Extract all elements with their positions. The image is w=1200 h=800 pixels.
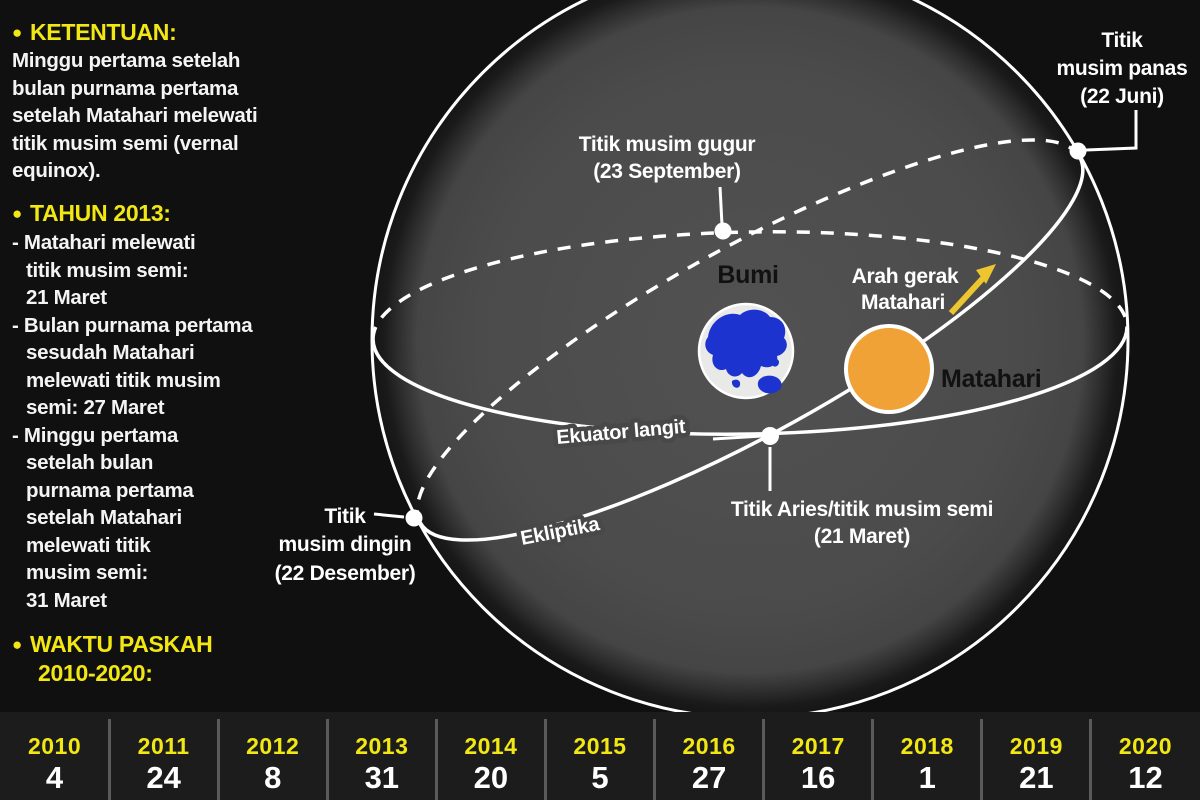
easter-date: 1 [918,760,936,795]
label-vernal-equinox-line2: (21 Maret) [814,525,910,548]
label-summer-solstice-line2: musim panas [1057,57,1188,80]
easter-date: 16 [800,760,836,795]
bullet-icon: ● [12,23,22,42]
easter-year: 2014 [464,733,518,759]
text-line: semi: 27 Maret [26,396,165,419]
ecliptic-front-curve [418,156,1085,542]
text-line: titik musim semi: [26,258,189,282]
asia-landmass [705,309,787,378]
section-heading-tahun-2013: ● TAHUN 2013: [12,199,171,228]
easter-column: 2020 12 [1089,712,1200,800]
text-line: titik musim semi (vernal [12,131,239,155]
text-line: setelah Matahari [26,506,182,529]
text-line: melewati titik [26,533,151,557]
ketentuan-title: KETENTUAN: [29,19,177,45]
text-line: - Bulan purnama pertama [12,313,253,337]
celestial-equator-back-curve [371,230,1129,340]
easter-date: 12 [1128,760,1163,795]
easter-year: 2011 [137,733,190,759]
easter-date: 4 [45,760,64,795]
text-line: musim semi: [26,561,149,584]
earth-globe [697,302,795,400]
easter-table: 2010 4 2011 24 2012 8 2013 31 2014 20 20… [0,712,1200,800]
ketentuan-body: Minggu pertama setelah bulan purnama per… [12,47,258,185]
label-summer-solstice-line3: (22 Juni) [1080,85,1164,108]
easter-year: 2015 [573,733,627,759]
easter-year: 2016 [682,733,736,759]
easter-column: 2015 5 [543,712,654,800]
label-vernal-equinox-line1: Titik Aries/titik musim semi [731,498,993,521]
easter-column: 2014 20 [434,712,545,800]
winter-solstice-dot [405,509,423,527]
sun-direction-arrow [948,264,996,316]
easter-column: 2012 8 [216,712,327,800]
easter-date: 31 [364,760,400,795]
label-autumn-equinox-line1: Titik musim gugur [579,133,756,156]
section-heading-waktu-paskah: ● WAKTU PASKAH 2010-2020: [12,630,213,688]
easter-date: 21 [1019,760,1054,795]
celestial-equator-front-curve [371,326,1129,436]
text-line: - Matahari melewati [12,231,196,254]
label-summer-solstice-line1: Titik [1101,29,1143,52]
island-landmass-2 [771,358,780,367]
label-winter-solstice-line1: Titik [324,505,366,528]
label-sun-motion-line2: Matahari [861,291,945,314]
bullet-icon: ● [12,635,22,654]
easter-year: 2019 [1009,733,1063,759]
winter-label-connector [373,512,405,519]
autumn-label-connector [718,186,724,226]
label-winter-solstice-line2: musim dingin [279,533,412,556]
easter-column: 2013 31 [325,712,436,800]
label-sun: Matahari [941,365,1041,393]
easter-year: 2012 [246,733,300,759]
easter-date: 5 [591,760,609,795]
sun-disc [844,324,934,414]
tahun-title: TAHUN 2013: [29,200,171,226]
text-line: - Minggu pertama [12,423,179,447]
label-winter-solstice-line3: (22 Desember) [275,562,416,585]
tahun-body: - Matahari melewati titik musim semi: 21… [12,229,253,614]
label-earth: Bumi [717,261,778,289]
easter-column: 2018 1 [871,712,982,800]
easter-year: 2017 [791,733,845,759]
text-line: setelah Matahari melewati [12,104,258,127]
easter-date: 24 [146,760,181,795]
text-line: sesudah Matahari [26,341,195,364]
autumn-equinox-dot [714,222,732,240]
label-autumn-equinox-line2: (23 September) [593,160,741,183]
easter-date: 27 [691,760,727,795]
text-line: bulan purnama pertama [12,76,239,100]
paskah-title-line2: 2010-2020: [38,660,153,686]
text-line: 21 Maret [26,286,107,309]
text-line: equinox). [12,159,101,182]
text-line: melewati titik musim [26,368,221,392]
easter-column: 2011 24 [107,712,218,800]
easter-column: 2019 21 [980,712,1091,800]
easter-column: 2017 16 [762,712,873,800]
easter-year: 2013 [355,733,409,759]
easter-year: 2010 [27,733,82,759]
label-sun-motion-line1: Arah gerak [852,265,959,288]
easter-date: 8 [264,760,282,795]
equator-label-connector [712,434,763,441]
section-heading-ketentuan: ● KETENTUAN: [12,18,177,47]
text-line: purnama pertama [26,478,194,502]
text-line: Minggu pertama setelah [12,49,241,72]
easter-column: 2010 4 [0,712,109,800]
australia-landmass [757,375,782,394]
paskah-title-line1: WAKTU PASKAH [29,631,213,657]
summer-label-connector [1085,110,1138,152]
easter-year: 2018 [900,733,954,759]
island-landmass [731,379,741,388]
bullet-icon: ● [12,204,22,223]
easter-date: 20 [473,760,509,795]
text-line: setelah bulan [26,451,154,474]
easter-year: 2020 [1118,733,1173,759]
summer-solstice-dot [1069,142,1087,160]
easter-column: 2016 27 [653,712,764,800]
vernal-equinox-dot [761,427,779,445]
text-line: 31 Maret [26,588,107,612]
